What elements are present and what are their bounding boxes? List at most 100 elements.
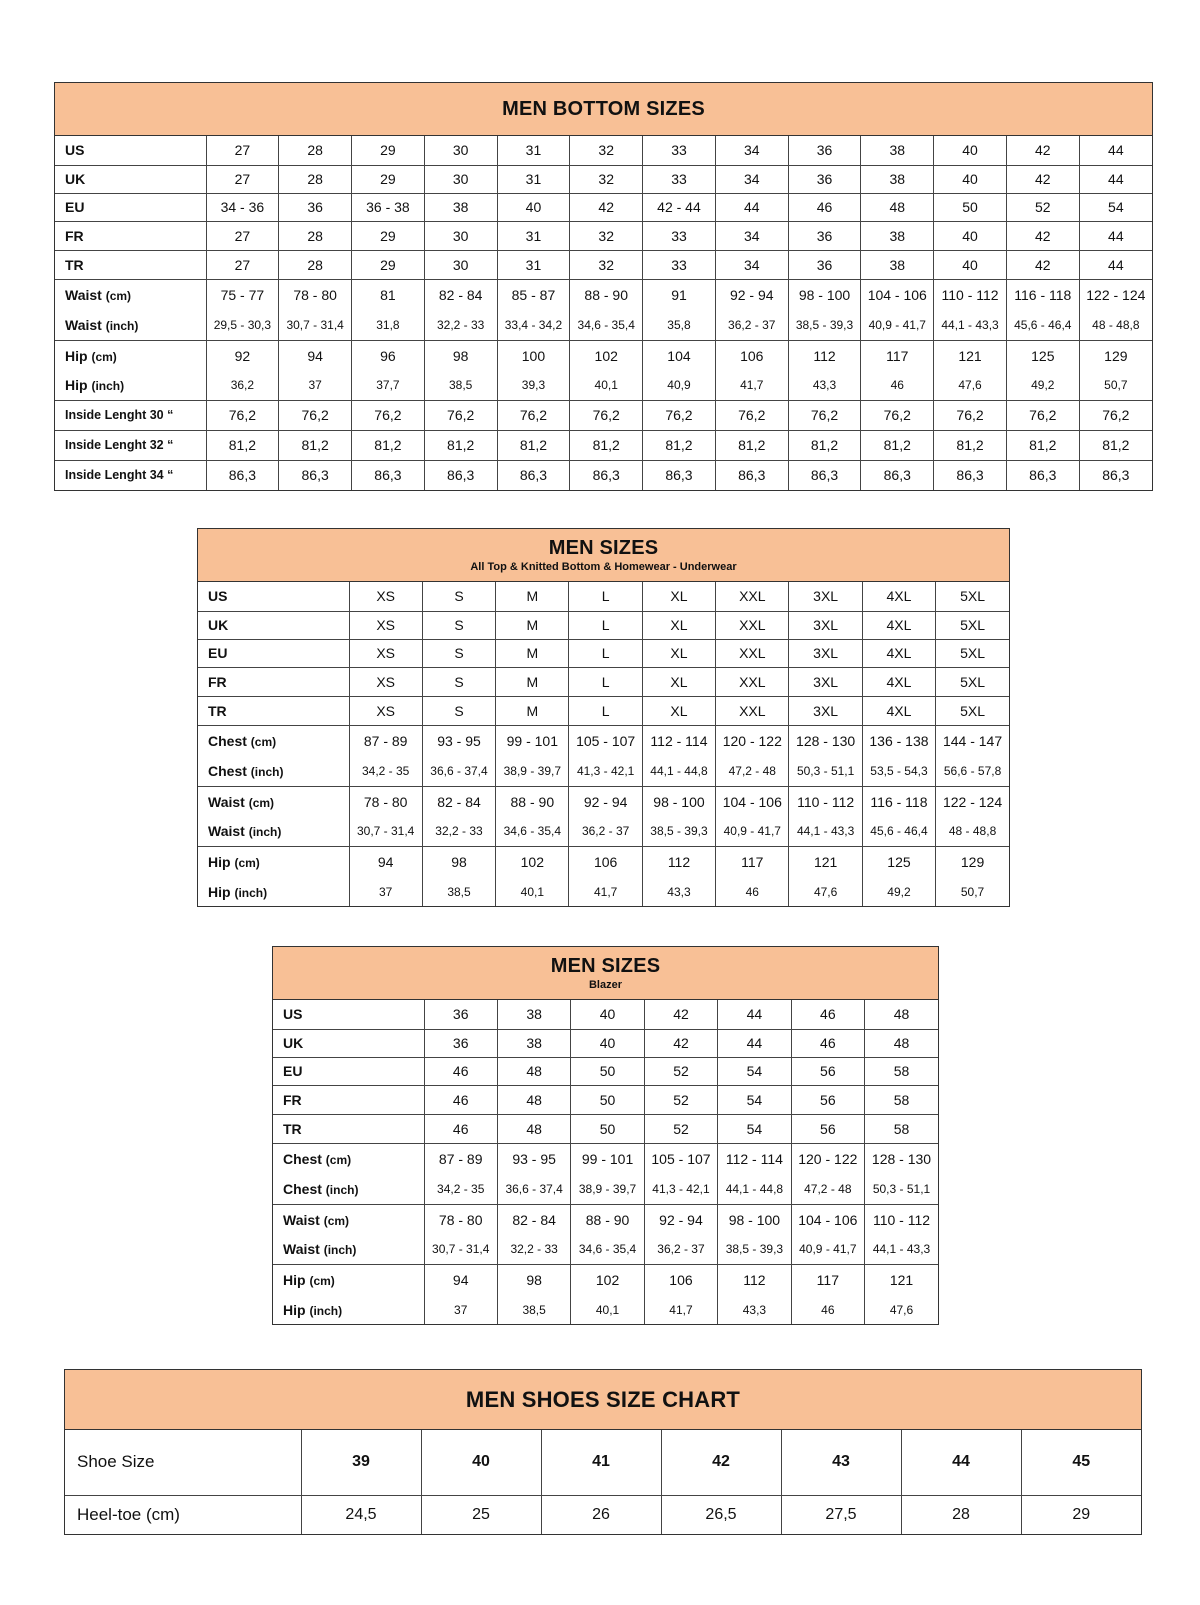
table-row: Inside Lenght 34 “86,3 86,3 86,3 86,3 86,3 86… [55,459,1152,490]
size-cell: 104 - 106 [790,1203,865,1235]
size-cell: 38,5 - 39,3 [717,1235,792,1264]
size-cell: 52 [643,1084,718,1114]
size-cell: 93 - 95 [496,1142,571,1175]
size-cell: 87 - 89 [423,1142,498,1175]
size-cell: 48 - 48,8 [935,817,1009,846]
size-cell: 29,5 - 30,3 [205,311,279,340]
size-cell: 36 [423,1000,498,1029]
size-cell: 47,6 [933,371,1007,400]
size-cell: XL [641,610,716,639]
row-label: Hip (inch) [273,1295,424,1324]
men-blazer-sizes-table: MEN SIZES Blazer US 36 38 40 42 44 46 48 UK 36 38 40 4… [272,946,939,1325]
size-cell: 33 [642,220,716,250]
table-row: Shoe Size 39 40 41 42 43 44 45 [65,1430,1141,1495]
size-cell: 86,3 [642,459,716,490]
table-row: Waist (cm) 78 - 80 82 - 84 88 - 90 92 - 94 98… [273,1203,938,1235]
size-cell: 76,2 [1005,399,1080,430]
row-label: Chest (inch) [273,1175,424,1204]
size-cell: 36 [423,1028,498,1057]
size-cell: 3XL [788,638,863,667]
row-label: Hip (cm) [198,845,349,877]
size-cell: 34,2 - 35 [423,1175,498,1204]
size-cell: 81,2 [933,429,1007,460]
size-cell: 81,2 [278,429,352,460]
row-label-text: FR [283,1091,302,1108]
row-unit: (inch) [91,379,125,394]
size-cell: 125 [861,845,936,877]
size-cell: 36,2 - 37 [568,817,643,846]
size-cell: 47,2 - 48 [790,1175,865,1204]
size-cell: 46 [787,192,861,221]
size-cell: 33 [642,136,716,165]
row-label-text: Hip [208,853,231,870]
size-cell: 44 [900,1430,1021,1495]
size-cell: 44 [717,1028,792,1057]
size-cell: 38,5 [421,877,496,906]
table-row: UK 36 38 40 42 44 46 48 [273,1028,938,1057]
row-label-text: Chest [208,733,247,750]
table-title: MEN BOTTOM SIZES [502,97,705,120]
size-cell: 92 - 94 [568,785,643,817]
size-cell: M [495,666,569,696]
size-cell: 30,7 - 31,4 [348,817,423,846]
size-cell: 34 [714,249,789,279]
row-label-text: Hip [283,1271,306,1288]
size-cell: 93 - 95 [421,724,496,757]
size-cell: 28 [278,220,352,250]
size-cell: 38 [496,1028,571,1057]
size-cell: 54 [717,1056,792,1085]
size-cell: 40,9 - 41,7 [860,311,934,340]
size-cell: 38 [860,249,934,279]
table-row: Waist (inch) 29,5 - 30,3 30,7 - 31,4 31,8 32… [55,311,1152,340]
size-cell: 112 - 114 [717,1142,792,1175]
size-cell: 46 [790,1028,865,1057]
row-label-text: EU [208,645,228,661]
size-cell: 50 [570,1084,645,1114]
size-cell: S [421,695,496,725]
size-cell: 98 - 100 [787,278,861,311]
size-cell: 76,2 [278,399,352,430]
size-cell: 44 [1078,136,1152,165]
row-unit: (inch) [250,765,284,780]
row-label-text: Inside Lenght 34 “ [65,468,174,483]
size-cell: XL [641,695,716,725]
size-cell: 44 [1078,220,1152,250]
size-cell: 40 [933,164,1007,193]
size-cell: 36 [787,164,861,193]
row-label-text: Shoe Size [77,1452,155,1472]
table-header: MEN SIZES Blazer [273,947,938,1000]
size-cell: 112 [717,1263,792,1295]
table-row: Hip (inch) 37 38,5 40,1 41,7 43,3 46 47,6 [273,1295,938,1324]
size-cell: 50 [570,1113,645,1143]
row-unit: (cm) [105,289,132,304]
size-cell: 5XL [935,582,1009,611]
row-label: EU [273,1056,424,1085]
size-cell: 38 [423,192,498,221]
size-cell: 31 [496,164,570,193]
size-cell: 87 - 89 [348,724,423,757]
size-cell: 45,6 - 46,4 [1005,311,1080,340]
table-title: MEN SIZES [550,955,661,977]
row-label-text: Hip [65,347,88,364]
size-cell: 82 - 84 [421,785,496,817]
size-cell: 58 [864,1113,938,1143]
table-row: EU 46 48 50 52 54 56 58 [273,1056,938,1085]
size-cell: 24,5 [300,1494,421,1534]
size-cell: 92 [205,339,279,371]
size-cell: 75 - 77 [205,278,279,311]
row-unit: (cm) [309,1273,335,1288]
size-cell: 28 [278,164,352,193]
size-cell: M [495,695,569,725]
table-row: Hip (cm) 94 98 102 106 112 117 121 125 129 [198,845,1009,877]
size-cell: 47,6 [788,877,863,906]
size-cell: 5XL [935,638,1009,667]
size-cell: 38 [860,136,934,165]
row-label: EU [198,638,349,667]
row-label: TR [273,1113,424,1143]
size-cell: 117 [790,1263,865,1295]
size-cell: 44,1 - 44,8 [641,757,716,786]
size-cell: 29 [351,220,425,250]
row-label-text: US [208,588,228,605]
size-cell: 116 - 118 [1005,278,1080,311]
size-cell: 86,3 [351,459,425,490]
